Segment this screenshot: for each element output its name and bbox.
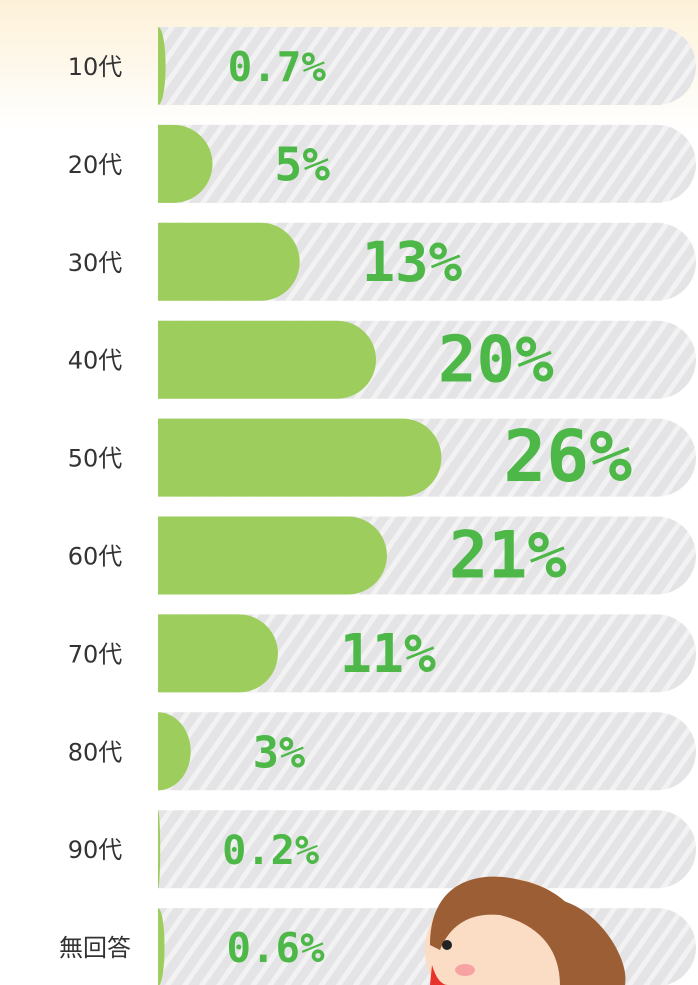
value-label: 13%: [362, 230, 463, 295]
value-label: 11%: [340, 623, 436, 685]
category-label: 40代: [68, 347, 123, 375]
bar: [158, 712, 191, 791]
bar: [158, 124, 213, 203]
bar-track: [158, 712, 696, 791]
bar: [158, 516, 387, 595]
bar: [158, 222, 300, 301]
category-label: 90代: [68, 836, 123, 864]
category-label: 20代: [68, 151, 123, 179]
bar-track: [158, 810, 696, 889]
value-label: 21%: [449, 518, 567, 594]
bar: [158, 418, 442, 497]
bar: [158, 27, 166, 105]
bar-track: [158, 27, 696, 105]
category-label: 50代: [68, 445, 123, 473]
girl-illustration: [425, 876, 626, 985]
value-label: 0.6%: [227, 924, 326, 972]
value-label: 3%: [253, 728, 306, 778]
value-label: 5%: [275, 137, 331, 191]
value-label: 26%: [503, 415, 632, 498]
bar: [158, 320, 376, 399]
bar: [158, 810, 161, 889]
category-label: 70代: [68, 640, 123, 668]
category-label: 30代: [68, 249, 123, 277]
category-label: 10代: [68, 53, 123, 81]
value-label: 0.2%: [222, 828, 319, 874]
bar-track: [158, 614, 696, 693]
value-label: 0.7%: [228, 43, 327, 91]
value-label: 20%: [438, 323, 554, 397]
bar-track: [158, 124, 696, 203]
category-label: 無回答: [59, 934, 131, 962]
bar: [158, 908, 165, 985]
category-label: 60代: [68, 543, 123, 571]
bar: [158, 614, 278, 693]
category-label: 80代: [68, 738, 123, 766]
